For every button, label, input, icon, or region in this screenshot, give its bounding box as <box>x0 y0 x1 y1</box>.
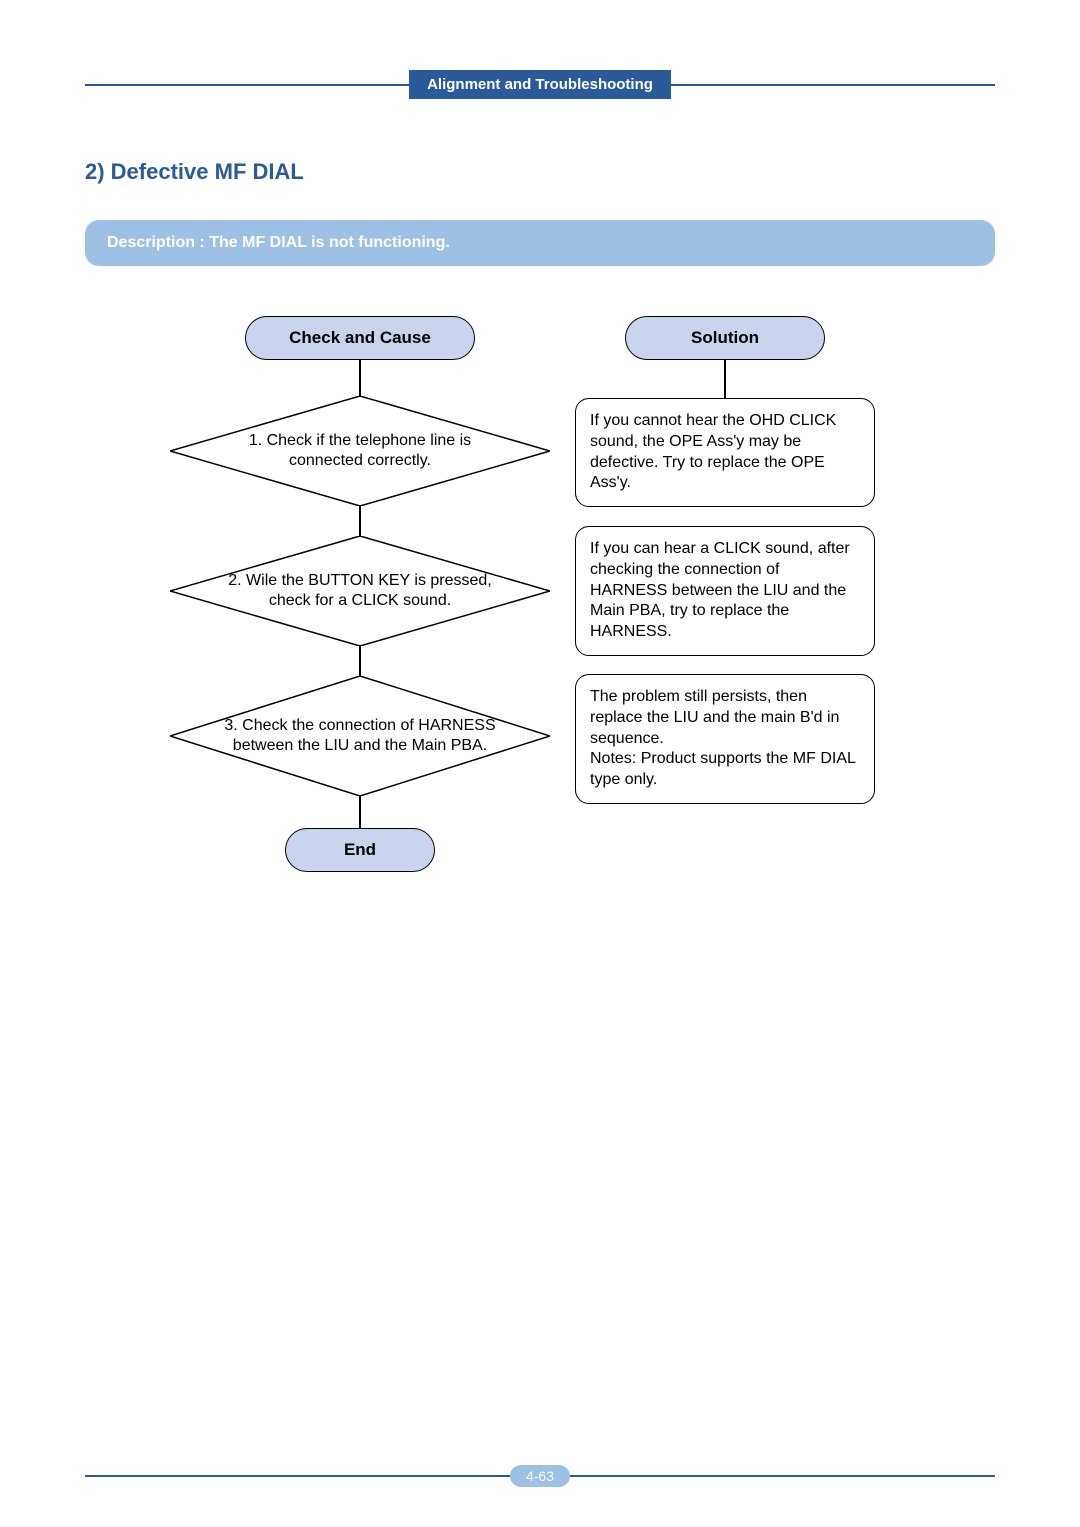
header-rule-left <box>85 84 409 86</box>
terminator-label: Solution <box>691 328 759 348</box>
connector <box>359 506 361 536</box>
solution-box: If you cannot hear the OHD CLICK sound, … <box>575 398 875 507</box>
terminator-check-cause: Check and Cause <box>245 316 475 360</box>
section-title: 2) Defective MF DIAL <box>85 159 995 185</box>
terminator-label: Check and Cause <box>289 328 431 348</box>
decision-text: 2. Wile the BUTTON KEY is pressed, check… <box>170 536 550 646</box>
connector <box>724 360 726 398</box>
flowchart: Check and Cause Solution 1. Check if the… <box>85 316 995 936</box>
solution-box: The problem still persists, then replace… <box>575 674 875 804</box>
description-box: Description : The MF DIAL is not functio… <box>85 220 995 266</box>
connector <box>359 360 361 396</box>
footer-rule-left <box>85 1475 510 1477</box>
decision-text: 3. Check the connection of HARNESS betwe… <box>170 676 550 796</box>
terminator-solution: Solution <box>625 316 825 360</box>
decision-node: 1. Check if the telephone line is connec… <box>170 396 550 506</box>
connector <box>359 646 361 676</box>
decision-node: 2. Wile the BUTTON KEY is pressed, check… <box>170 536 550 646</box>
page-footer: 4-63 <box>85 1465 995 1487</box>
decision-text: 1. Check if the telephone line is connec… <box>170 396 550 506</box>
terminator-label: End <box>344 840 376 860</box>
header-rule-right <box>671 84 995 86</box>
solution-box: If you can hear a CLICK sound, after che… <box>575 526 875 656</box>
terminator-end: End <box>285 828 435 872</box>
page-header: Alignment and Troubleshooting <box>85 70 995 99</box>
page-number: 4-63 <box>510 1465 570 1487</box>
header-tab: Alignment and Troubleshooting <box>409 70 671 99</box>
connector <box>359 796 361 828</box>
footer-rule-right <box>570 1475 995 1477</box>
decision-node: 3. Check the connection of HARNESS betwe… <box>170 676 550 796</box>
